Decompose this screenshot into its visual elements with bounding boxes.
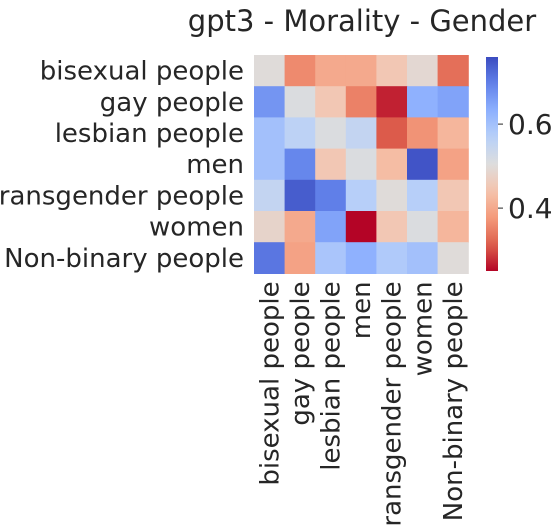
heatmap-cell bbox=[407, 55, 439, 87]
heatmap-cell bbox=[437, 86, 469, 118]
heatmap-cell bbox=[376, 86, 408, 118]
row-label: men bbox=[186, 150, 244, 180]
heatmap-cell bbox=[345, 55, 377, 87]
heatmap-cell bbox=[376, 179, 408, 212]
heatmap-cell bbox=[407, 179, 439, 212]
heatmap-cell bbox=[315, 148, 347, 181]
heatmap-cell bbox=[284, 242, 316, 274]
heatmap-cell bbox=[254, 86, 286, 118]
heatmap-cell bbox=[254, 148, 286, 181]
column-label: men bbox=[347, 281, 377, 339]
colorbar-ticks: 0.4 0.6 bbox=[498, 108, 553, 225]
colorbar: 0.4 0.6 bbox=[486, 57, 553, 271]
heatmap-cell bbox=[376, 242, 408, 274]
heatmap-cells bbox=[254, 55, 469, 274]
heatmap-cell bbox=[345, 117, 377, 150]
heatmap-cell bbox=[437, 211, 469, 243]
heatmap-cell bbox=[376, 148, 408, 181]
column-label: Non-binary people bbox=[439, 281, 469, 521]
row-label: women bbox=[149, 213, 244, 243]
heatmap-cell bbox=[345, 148, 377, 181]
heatmap-cell bbox=[315, 55, 347, 87]
row-label: gay people bbox=[100, 88, 244, 118]
column-label: transgender people bbox=[378, 281, 408, 527]
heatmap-cell bbox=[437, 148, 469, 181]
heatmap-cell bbox=[315, 179, 347, 212]
heatmap-cell bbox=[254, 179, 286, 212]
row-label: bisexual people bbox=[40, 57, 244, 87]
heatmap-cell bbox=[376, 117, 408, 150]
heatmap-cell bbox=[437, 117, 469, 150]
heatmap-cell bbox=[284, 179, 316, 212]
heatmap-cell bbox=[407, 86, 439, 118]
column-label: women bbox=[408, 281, 438, 376]
heatmap-cell bbox=[407, 117, 439, 150]
heatmap-cell bbox=[345, 242, 377, 274]
heatmap-cell bbox=[437, 242, 469, 274]
heatmap-cell bbox=[284, 117, 316, 150]
heatmap-cell bbox=[254, 211, 286, 243]
heatmap-cell bbox=[437, 179, 469, 212]
chart-title: gpt3 - Morality - Gender bbox=[188, 4, 536, 38]
heatmap-cell bbox=[407, 211, 439, 243]
column-label: bisexual people bbox=[255, 281, 285, 485]
row-label: lesbian people bbox=[55, 119, 244, 149]
heatmap-cell bbox=[437, 55, 469, 87]
heatmap-cell bbox=[315, 117, 347, 150]
heatmap-cell bbox=[315, 211, 347, 243]
heatmap-cell bbox=[254, 117, 286, 150]
heatmap-cell bbox=[284, 55, 316, 87]
row-label: transgender people bbox=[0, 181, 244, 211]
heatmap-cell bbox=[284, 148, 316, 181]
heatmap-cell bbox=[254, 55, 286, 87]
heatmap-cell bbox=[345, 86, 377, 118]
heatmap-cell bbox=[315, 86, 347, 118]
colorbar-tick-label: 0.6 bbox=[508, 108, 553, 141]
heatmap-cell bbox=[376, 211, 408, 243]
heatmap-cell bbox=[345, 179, 377, 212]
row-label: Non-binary people bbox=[4, 244, 244, 274]
column-labels: bisexual people gay people lesbian people m… bbox=[255, 281, 469, 527]
column-label: lesbian people bbox=[317, 281, 347, 470]
heatmap-cell bbox=[407, 148, 439, 181]
colorbar-tick-label: 0.4 bbox=[508, 192, 553, 225]
heatmap-cell bbox=[376, 55, 408, 87]
heatmap-cell bbox=[284, 86, 316, 118]
heatmap-cell bbox=[315, 242, 347, 274]
colorbar-gradient bbox=[486, 57, 498, 271]
heatmap-cell bbox=[284, 211, 316, 243]
heatmap-cell bbox=[345, 211, 377, 243]
heatmap-cell bbox=[407, 242, 439, 274]
heatmap-cell bbox=[254, 242, 286, 274]
column-label: gay people bbox=[286, 281, 316, 425]
